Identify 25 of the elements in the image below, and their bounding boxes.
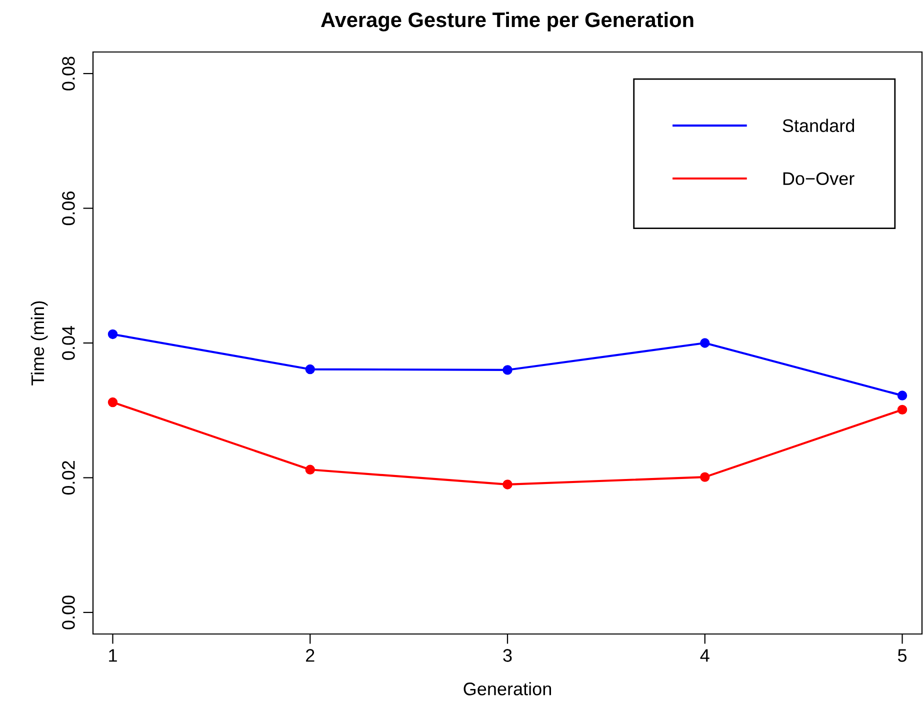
point	[502, 480, 512, 490]
chart-title: Average Gesture Time per Generation	[321, 12, 694, 32]
y-tick-label: 0.02	[62, 461, 75, 495]
point	[305, 464, 315, 474]
y-tick-label: 0.00	[62, 596, 75, 630]
point	[897, 404, 908, 415]
legend-label: Standard	[782, 118, 854, 132]
point	[897, 390, 908, 400]
legend-label: Do−Over	[783, 172, 854, 186]
point	[700, 338, 710, 348]
y-axis-title: Time (min)	[30, 301, 48, 386]
point	[700, 472, 710, 482]
x-axis-title: Generation	[464, 682, 551, 696]
y-tick-label: 0.06	[62, 192, 75, 226]
x-tick-label: 3	[503, 649, 512, 662]
point	[108, 397, 118, 408]
y-tick-label: 0.08	[62, 56, 75, 90]
point	[502, 365, 512, 375]
point	[305, 364, 315, 374]
y-tick-label: 0.04	[62, 326, 75, 360]
x-tick-label: 2	[306, 649, 314, 662]
point	[108, 329, 118, 340]
x-tick-label: 4	[700, 649, 710, 662]
x-tick-label: 1	[109, 649, 117, 662]
x-tick-label: 5	[898, 649, 907, 662]
